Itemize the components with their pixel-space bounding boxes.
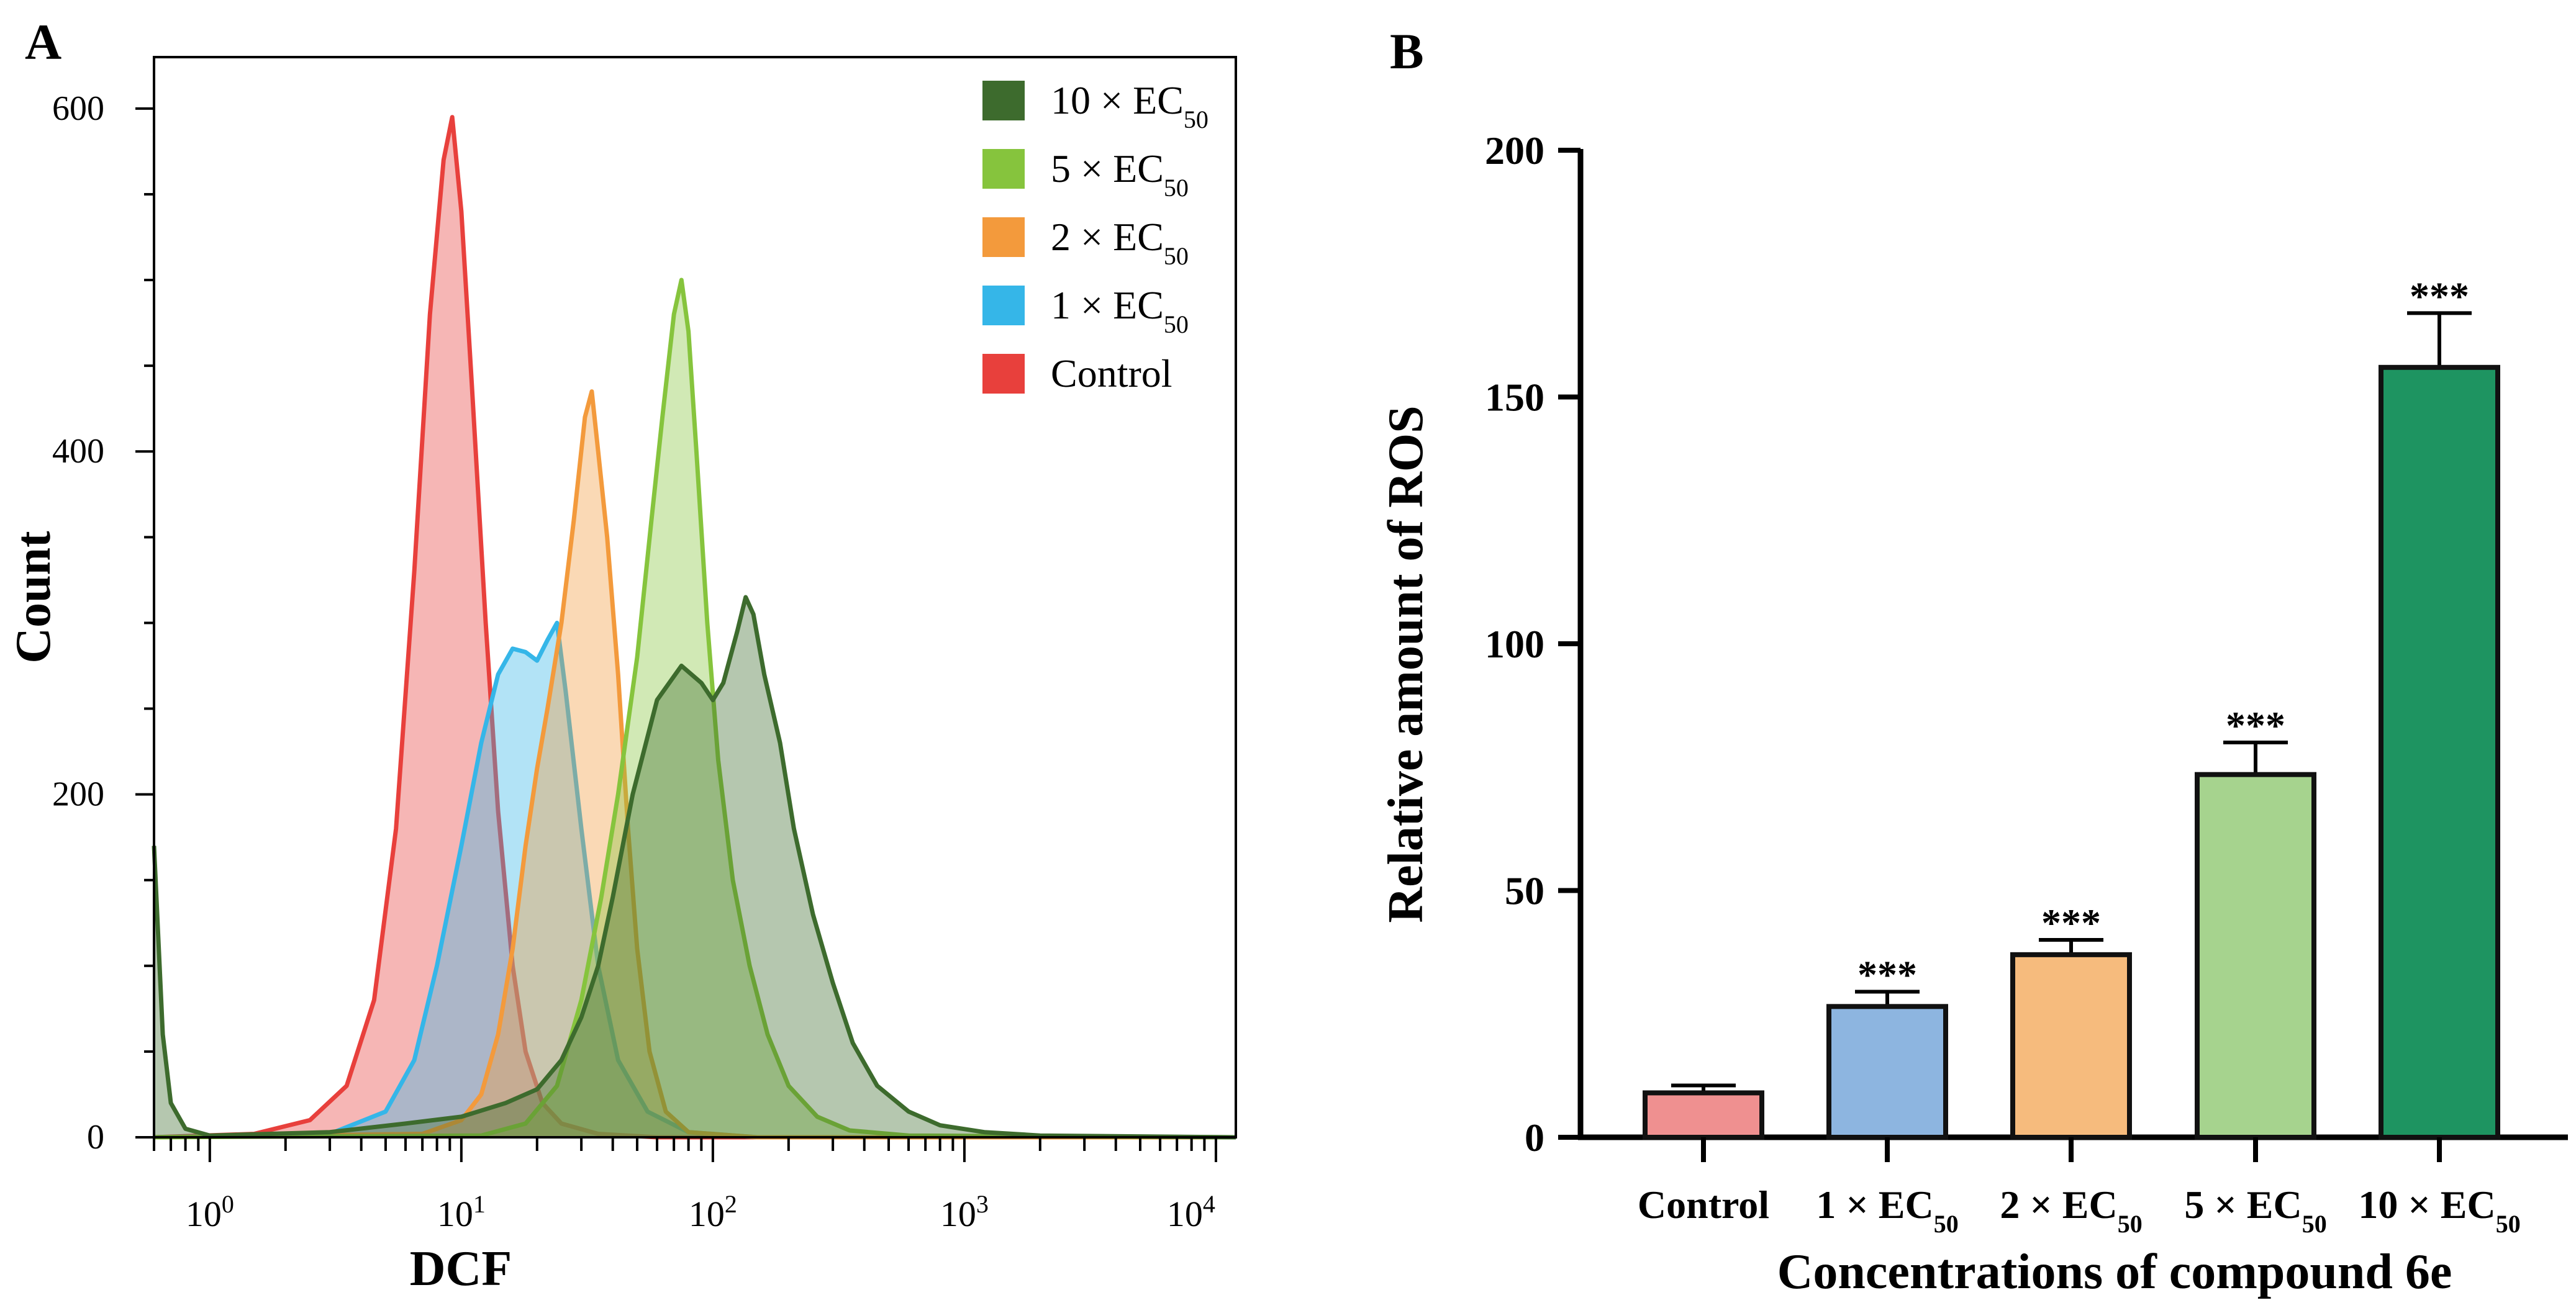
- histogram-fill-5-ec50: [154, 280, 1236, 1137]
- histogram-fill-control: [154, 117, 1236, 1138]
- legend-label: 1 × EC50: [1051, 283, 1189, 338]
- y-tick-label-b: 0: [1525, 1116, 1544, 1160]
- histogram-line-1-ec50: [153, 620, 1236, 1140]
- x-tick-label: 100: [186, 1190, 234, 1235]
- histogram-line-10-ec50: [152, 595, 1236, 1140]
- histogram-line-2-ec50: [153, 389, 1236, 1140]
- panel-a: A 0 200 400 600 100 101 102 103 104 10 × EC50 5 ×…: [6, 14, 1237, 1296]
- legend-swatch: [982, 286, 1025, 325]
- panel-label-a: A: [25, 14, 61, 70]
- legend-label: Control: [1051, 351, 1172, 395]
- panel-b: B 0 50 100 150 200 Control 1 × EC50 *** 2 × EC50…: [1379, 23, 2568, 1299]
- x-category-label: 5 × EC50: [2184, 1183, 2326, 1238]
- y-tick-label: 400: [52, 432, 104, 471]
- histogram-line-5-ec50: [153, 277, 1236, 1140]
- histogram-line-control: [153, 115, 1236, 1140]
- legend-swatch: [982, 354, 1025, 394]
- bar-3: [2195, 772, 2316, 1140]
- legend-swatch: [982, 217, 1025, 257]
- bar-0: [1643, 1090, 1764, 1140]
- legend-swatch: [982, 149, 1025, 189]
- axes-a: 0 200 400 600 100 101 102 103 104: [52, 89, 1217, 1235]
- y-tick-label-b: 150: [1485, 376, 1544, 420]
- y-tick-label: 0: [87, 1118, 104, 1157]
- plot-frame-a: [153, 56, 1237, 1139]
- significance-label: ***: [2041, 901, 2101, 945]
- x-tick-label: 102: [689, 1190, 737, 1235]
- x-tick-label: 104: [1167, 1190, 1215, 1235]
- significance-label: ***: [2226, 703, 2285, 747]
- x-tick-label: 101: [437, 1190, 486, 1235]
- y-tick-label: 600: [52, 89, 104, 128]
- bar-1: [1826, 1004, 1948, 1140]
- y-axis-label-a: Count: [6, 531, 61, 664]
- y-axis-label-b: Relative amount of ROS: [1379, 405, 1433, 922]
- x-axis-label-a: DCF: [410, 1242, 512, 1296]
- bar-2: [2010, 952, 2132, 1140]
- x-category-label: 10 × EC50: [2358, 1183, 2520, 1238]
- legend-label: 2 × EC50: [1051, 215, 1189, 270]
- x-category-label: 2 × EC50: [2000, 1183, 2142, 1238]
- histogram-areas: [152, 115, 1236, 1140]
- significance-label: ***: [2410, 274, 2469, 318]
- legend: 10 × EC50 5 × EC50 2 × EC50 1 × EC50 Control: [982, 78, 1209, 395]
- y-tick-label-b: 200: [1485, 129, 1544, 173]
- x-tick-label: 103: [940, 1190, 989, 1235]
- bar-chart: 0 50 100 150 200 Control 1 × EC50 *** 2 × EC50 **…: [1485, 129, 2568, 1238]
- panel-label-b: B: [1390, 23, 1424, 79]
- x-category-label: Control: [1638, 1183, 1769, 1227]
- x-category-label: 1 × EC50: [1816, 1183, 1958, 1238]
- legend-label: 10 × EC50: [1051, 78, 1209, 133]
- y-tick-label: 200: [52, 775, 104, 814]
- y-tick-label-b: 50: [1505, 869, 1544, 913]
- x-axis-label-b: Concentrations of compound 6e: [1777, 1245, 2452, 1299]
- legend-label: 5 × EC50: [1051, 147, 1189, 202]
- y-tick-label-b: 100: [1485, 622, 1544, 666]
- significance-label: ***: [1857, 952, 1917, 996]
- legend-swatch: [982, 81, 1025, 120]
- bar-4: [2379, 364, 2500, 1140]
- histogram-fill-10-ec50: [154, 597, 1236, 1137]
